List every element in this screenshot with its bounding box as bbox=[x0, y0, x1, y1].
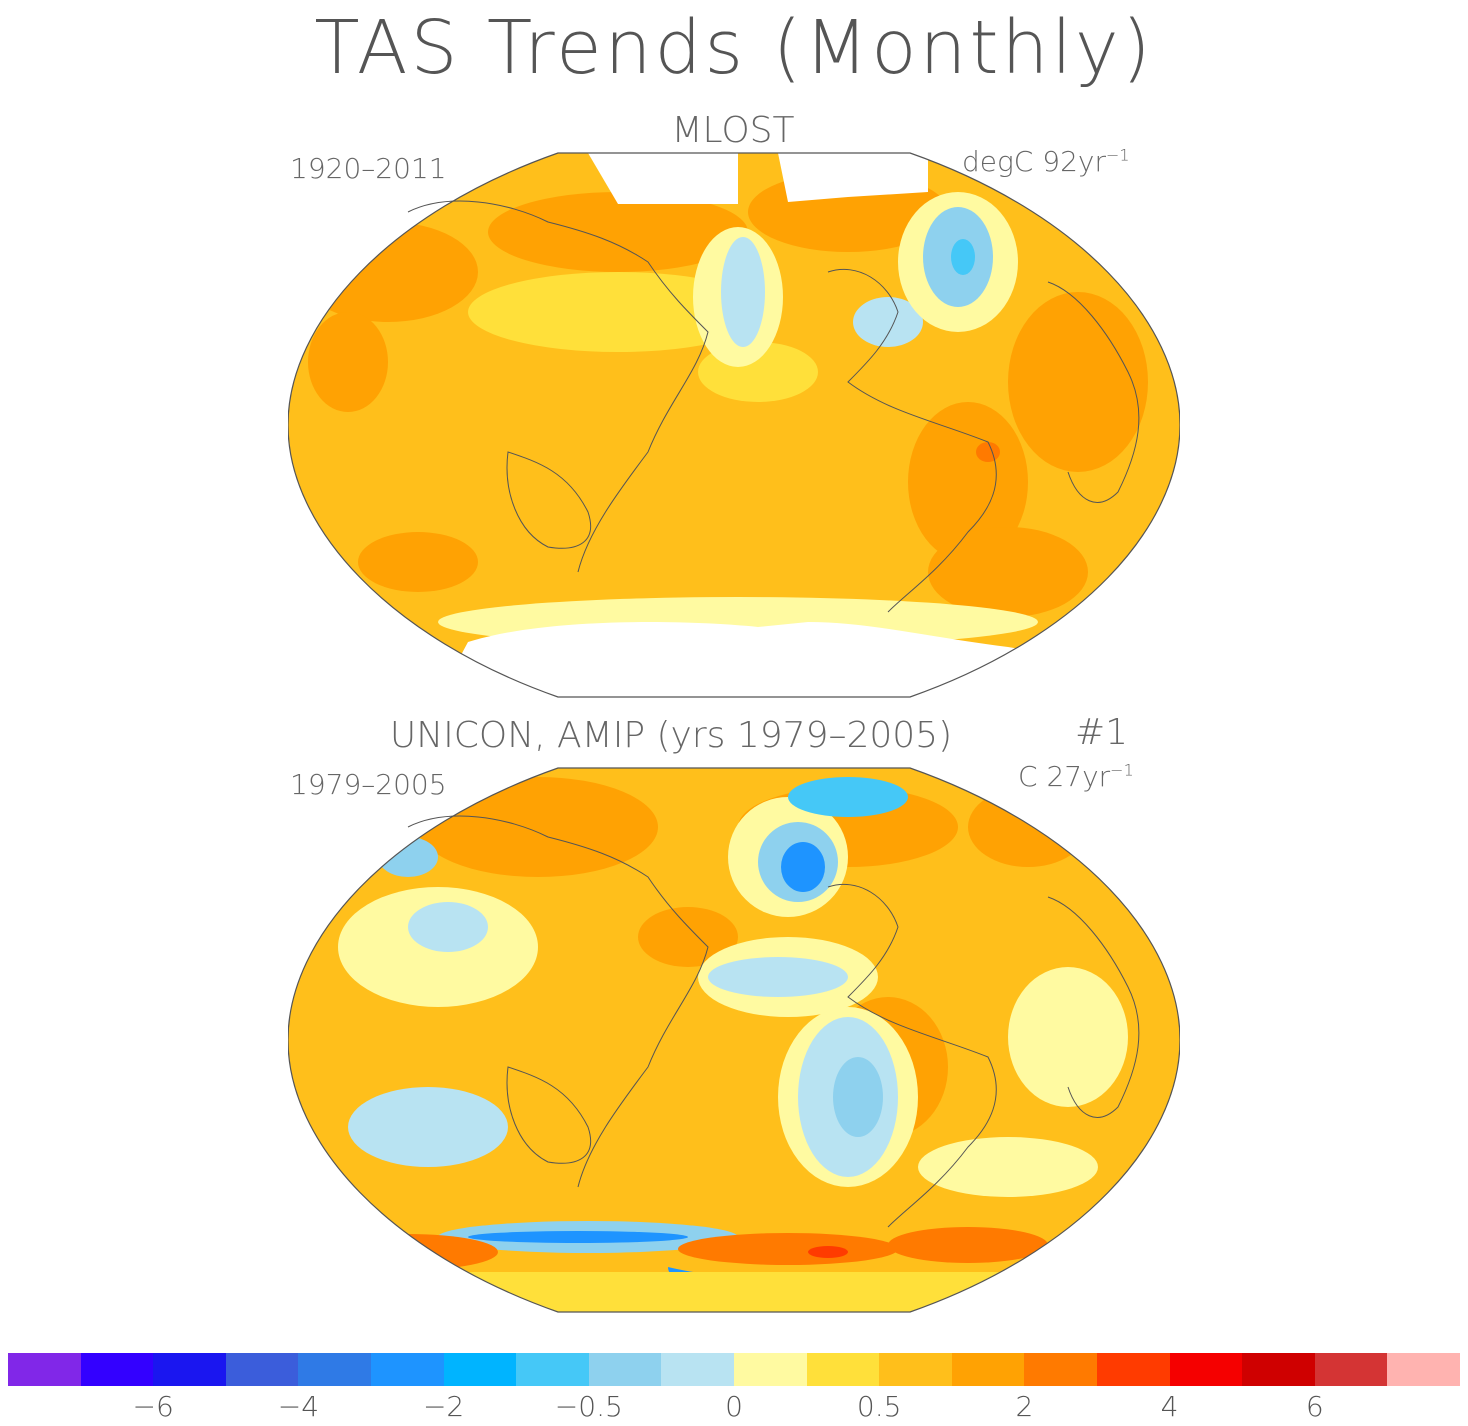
warm-region-south-atlantic bbox=[928, 527, 1088, 617]
neutral-region-southern-atlantic bbox=[918, 1137, 1098, 1197]
figure-title: TAS Trends (Monthly) bbox=[314, 5, 1154, 91]
colorbar-swatch bbox=[1387, 1353, 1460, 1386]
panel-2-title: UNICON, AMIP (yrs 1979–2005) bbox=[389, 715, 953, 756]
warm-region-north-pacific bbox=[638, 907, 738, 967]
strong-warm-spot-antarctic bbox=[808, 1246, 848, 1258]
colorbar-swatch bbox=[1242, 1353, 1315, 1386]
panel-1-units: degC 92yr−1 bbox=[962, 145, 1130, 178]
colorbar-tick-label: −2 bbox=[422, 1390, 465, 1423]
warm-band-antarctic-central bbox=[678, 1233, 898, 1265]
cooling-core-north-atlantic bbox=[951, 239, 975, 275]
panel-2-units-exponent: −1 bbox=[1110, 760, 1134, 780]
coastlines bbox=[407, 200, 1140, 613]
cooling-region-arctic-canada bbox=[788, 777, 908, 817]
colorbar-swatch bbox=[80, 1353, 154, 1386]
map-panel-1 bbox=[288, 152, 1180, 698]
warm-region-indian-ocean bbox=[358, 532, 478, 592]
panel-2-units: C 27yr−1 bbox=[1018, 760, 1134, 793]
colorbar-swatch bbox=[1314, 1353, 1388, 1386]
cooling-core-southern-ocean bbox=[468, 1231, 688, 1243]
colorbar-swatch bbox=[951, 1353, 1025, 1386]
warm-region-south-america bbox=[908, 402, 1028, 562]
cooling-region-us-east bbox=[853, 297, 923, 347]
weak-region-north-pacific bbox=[468, 272, 768, 352]
panel-1-title: MLOST bbox=[671, 110, 795, 151]
cooling-region-east-pacific bbox=[708, 957, 848, 997]
colorbar-tick-label: 4 bbox=[1160, 1390, 1179, 1423]
strong-warm-spot-brazil bbox=[976, 442, 1000, 462]
colorbar-swatch bbox=[516, 1353, 589, 1386]
colorbar-swatch bbox=[443, 1353, 517, 1386]
colorbar-tick-label: 0 bbox=[725, 1390, 743, 1423]
colorbar-swatch bbox=[733, 1353, 807, 1386]
colorbar-swatch bbox=[370, 1353, 444, 1386]
arctic-no-data-right bbox=[778, 153, 928, 202]
map-border bbox=[288, 152, 1180, 698]
colorbar-swatch bbox=[1096, 1353, 1170, 1386]
panel-2-period: 1979–2005 bbox=[290, 768, 447, 801]
colorbar-tick-label: −4 bbox=[277, 1390, 320, 1423]
cooling-region-central-asia bbox=[408, 902, 488, 952]
colorbar-swatch bbox=[806, 1353, 880, 1386]
panel-1-period: 1920–2011 bbox=[290, 152, 447, 185]
arctic-no-data-left bbox=[588, 153, 738, 204]
coastlines bbox=[407, 815, 1140, 1228]
warm-region-scandinavia bbox=[968, 787, 1088, 867]
panel-2-units-text: C 27yr bbox=[1018, 760, 1111, 793]
colorbar-swatch bbox=[298, 1353, 371, 1386]
cooling-region-west-asia bbox=[378, 837, 438, 877]
colorbar-swatch bbox=[225, 1353, 299, 1386]
neutral-region-south-atlantic bbox=[1008, 967, 1128, 1107]
cooling-core-se-pacific bbox=[833, 1057, 883, 1137]
colorbar-swatch bbox=[8, 1353, 81, 1386]
colorbar-tick-label: 0.5 bbox=[856, 1390, 902, 1423]
panel-1-units-exponent: −1 bbox=[1105, 145, 1130, 165]
colorbar bbox=[8, 1353, 1460, 1386]
antarctica-interior bbox=[388, 1272, 1088, 1312]
warm-region-africa bbox=[1008, 292, 1148, 472]
colorbar-swatch bbox=[1169, 1353, 1243, 1386]
map-panel-2 bbox=[288, 767, 1180, 1313]
warm-region-eurasia bbox=[298, 222, 478, 322]
colorbar-tick-label: 6 bbox=[1305, 1390, 1324, 1423]
colorbar-swatch bbox=[879, 1353, 952, 1386]
panel-2-run: #1 bbox=[1075, 712, 1129, 753]
warm-region-siberia bbox=[488, 192, 748, 272]
map-border bbox=[288, 767, 1180, 1313]
colorbar-labels: −6 −4 −2 −0.5 0 0.5 2 4 6 bbox=[8, 1390, 1460, 1424]
colorbar-tick-label: −6 bbox=[132, 1390, 174, 1423]
colorbar-swatch bbox=[588, 1353, 662, 1386]
colorbar-tick-label: −0.5 bbox=[554, 1390, 623, 1423]
warm-region-west-asia bbox=[308, 312, 388, 412]
cooling-region-indian-ocean bbox=[348, 1087, 508, 1167]
colorbar-swatch bbox=[1024, 1353, 1097, 1386]
colorbar-swatch bbox=[661, 1353, 734, 1386]
warm-band-antarctic-west bbox=[318, 1234, 498, 1270]
warm-band-antarctic-east bbox=[888, 1227, 1048, 1263]
colorbar-tick-label: 2 bbox=[1015, 1390, 1034, 1423]
panel-1-units-text: degC 92yr bbox=[962, 145, 1106, 178]
antarctica-no-data bbox=[438, 622, 1068, 697]
colorbar-swatch bbox=[153, 1353, 226, 1386]
cooling-region-ne-pacific bbox=[721, 237, 765, 347]
cooling-core-gulf-alaska bbox=[781, 842, 825, 892]
